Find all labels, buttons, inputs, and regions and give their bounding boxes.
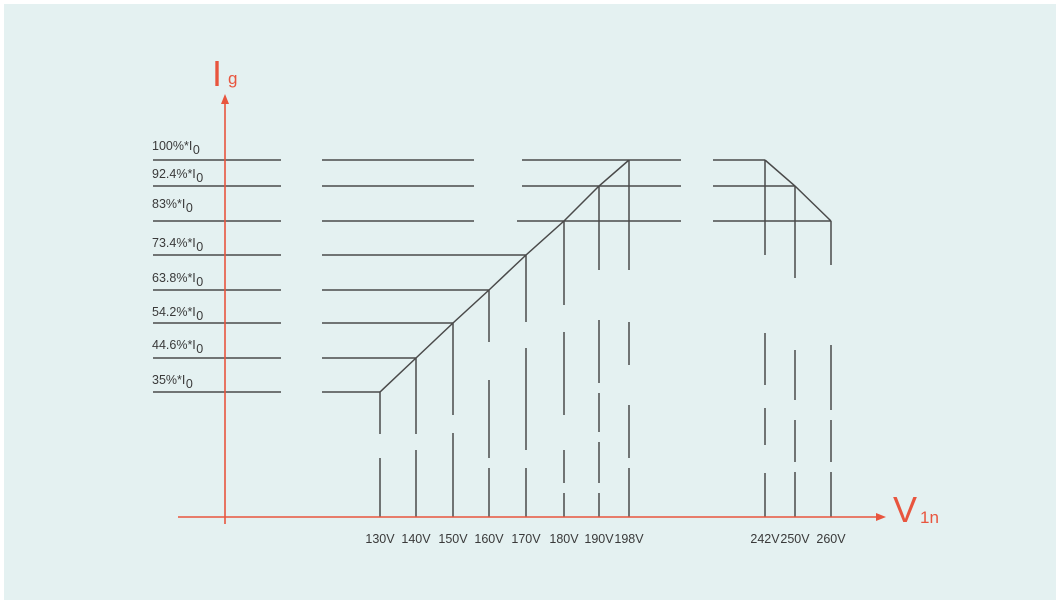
x-tick-label-150: 150V xyxy=(438,532,468,546)
x-tick-label-130: 130V xyxy=(365,532,395,546)
y-tick-label-92.4: 92.4%*I xyxy=(152,167,196,181)
x-axis-title: V xyxy=(893,489,917,530)
x-tick-label-260: 260V xyxy=(816,532,846,546)
x-tick-label-140: 140V xyxy=(401,532,431,546)
y-tick-label-sub-92.4: 0 xyxy=(196,171,203,185)
y-tick-label-44.6: 44.6%*I xyxy=(152,338,196,352)
x-tick-label-242: 242V xyxy=(750,532,780,546)
axes-group xyxy=(178,94,886,524)
y-tick-label-sub-44.6: 0 xyxy=(196,342,203,356)
y-axis-title: I xyxy=(212,53,222,94)
y-tick-label-sub-83: 0 xyxy=(186,201,193,215)
x-tick-label-160: 160V xyxy=(474,532,504,546)
guide-lines xyxy=(153,159,832,517)
y-axis-arrow xyxy=(221,94,229,104)
y-tick-label-sub-35: 0 xyxy=(186,377,193,391)
y-tick-label-sub-63.8: 0 xyxy=(196,275,203,289)
y-tick-label-54.2: 54.2%*I xyxy=(152,305,196,319)
x-tick-label-170: 170V xyxy=(511,532,541,546)
x-tick-label-250: 250V xyxy=(780,532,810,546)
curve-falling xyxy=(764,159,832,222)
y-tick-label-sub-73.4: 0 xyxy=(196,240,203,254)
y-tick-label-63.8: 63.8%*I xyxy=(152,271,196,285)
x-axis-title-sub: 1n xyxy=(920,508,939,527)
x-tick-label-180: 180V xyxy=(549,532,579,546)
y-tick-label-100: 100%*I xyxy=(152,139,192,153)
x-tick-label-198: 198V xyxy=(614,532,644,546)
y-tick-label-73.4: 73.4%*I xyxy=(152,236,196,250)
curve-group xyxy=(379,159,832,393)
x-tick-label-190: 190V xyxy=(584,532,614,546)
y-tick-label-83: 83%*I xyxy=(152,197,185,211)
y-tick-label-sub-100: 0 xyxy=(193,143,200,157)
y-axis-title-sub: g xyxy=(228,69,237,88)
x-axis-arrow xyxy=(876,513,886,521)
y-tick-label-sub-54.2: 0 xyxy=(196,309,203,323)
curve-rising xyxy=(379,159,630,393)
y-tick-label-35: 35%*I xyxy=(152,373,185,387)
chart-panel xyxy=(4,4,1056,600)
